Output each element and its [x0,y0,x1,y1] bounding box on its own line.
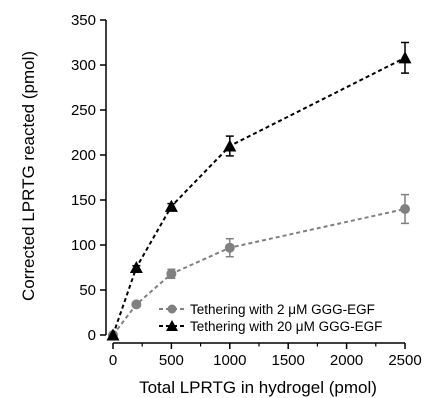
x-tick-label: 0 [109,352,117,369]
legend-marker-2 [166,320,178,331]
legend-marker-1 [167,304,177,314]
y-axis-title: Corrected LPRTG reacted (pmol) [19,51,38,301]
data-point [166,268,177,279]
y-tick-label: 0 [88,327,96,344]
axes [105,20,405,344]
x-tick-label: 500 [159,352,184,369]
data-point [400,204,410,214]
y-ticks: 0 50 100 150 200 250 300 350 [71,12,106,344]
data-point [164,199,178,212]
x-tick-label: 2000 [330,352,363,369]
x-tick-label: 1500 [272,352,305,369]
y-tick-label: 250 [71,102,96,119]
data-point [106,328,120,341]
series-2 [106,41,412,341]
series-layer [106,41,412,341]
legend-item-2: Tethering with 20 μM GGG-EGF [159,319,382,334]
legend: Tethering with 2 μM GGG-EGF Tethering wi… [159,302,382,334]
data-point [224,242,235,253]
data-point [131,299,142,310]
series-line [112,56,406,336]
data-point [129,261,143,274]
y-tick-label: 300 [71,57,96,74]
y-tick-label: 150 [71,192,96,209]
x-tick-label: 2500 [388,352,421,369]
y-tick-label: 350 [71,12,96,29]
x-axis-title: Total LPRTG in hydrogel (pmol) [139,378,377,397]
y-tick-label: 50 [79,282,96,299]
legend-label-1: Tethering with 2 μM GGG-EGF [190,302,375,317]
y-tick-label: 100 [71,237,96,254]
legend-label-2: Tethering with 20 μM GGG-EGF [190,319,382,334]
x-tick-label: 1000 [213,352,246,369]
data-point [223,139,237,152]
x-ticks: 0 500 1000 1500 2000 2500 [109,343,422,369]
data-point [398,51,412,64]
legend-item-1: Tethering with 2 μM GGG-EGF [159,302,375,317]
y-tick-label: 200 [71,147,96,164]
